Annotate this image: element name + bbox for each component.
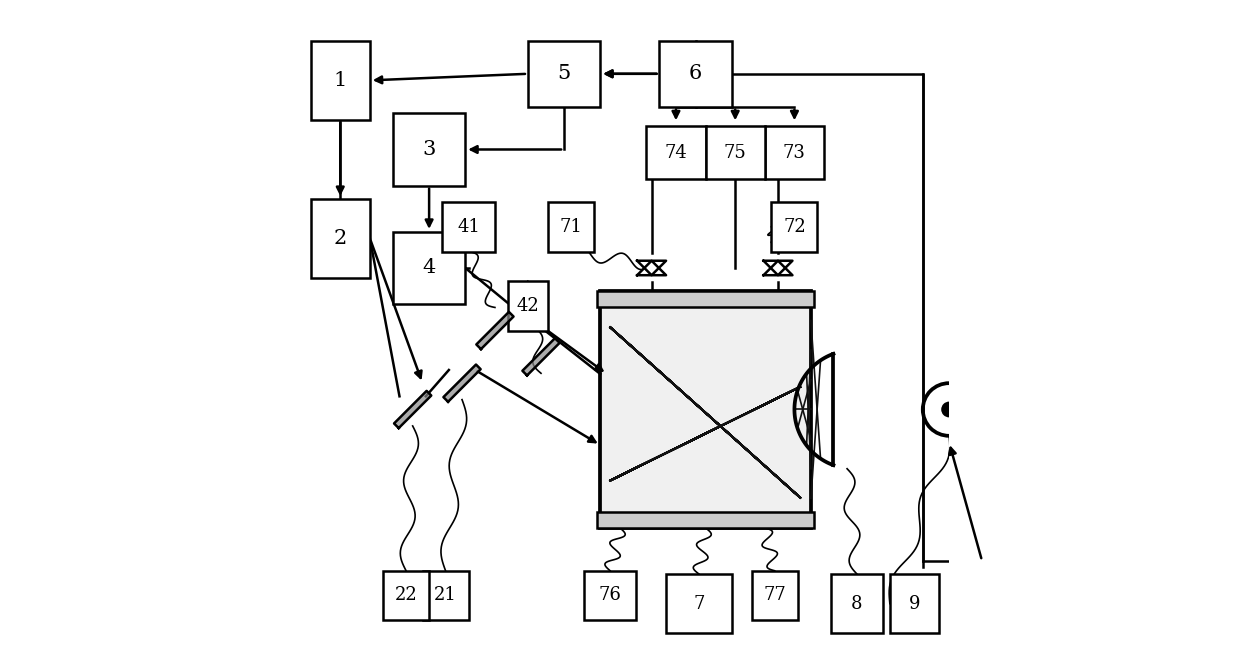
Text: 9: 9	[909, 595, 920, 613]
FancyBboxPatch shape	[423, 570, 469, 620]
Text: 21: 21	[434, 586, 458, 604]
Text: 5: 5	[558, 64, 570, 83]
Polygon shape	[637, 260, 666, 275]
FancyBboxPatch shape	[596, 291, 815, 307]
FancyBboxPatch shape	[548, 202, 594, 252]
FancyBboxPatch shape	[666, 574, 732, 633]
FancyBboxPatch shape	[311, 41, 370, 120]
Polygon shape	[394, 391, 432, 428]
FancyBboxPatch shape	[660, 41, 732, 106]
Text: 1: 1	[334, 71, 347, 90]
FancyBboxPatch shape	[393, 232, 465, 304]
FancyBboxPatch shape	[311, 199, 370, 278]
Text: 72: 72	[782, 218, 806, 236]
Text: 77: 77	[764, 586, 786, 604]
FancyBboxPatch shape	[383, 570, 429, 620]
Text: 3: 3	[423, 140, 435, 159]
FancyBboxPatch shape	[890, 574, 939, 633]
Text: 75: 75	[724, 144, 746, 162]
Text: 42: 42	[517, 297, 539, 315]
Text: 2: 2	[334, 229, 347, 248]
Text: 76: 76	[599, 586, 621, 604]
Text: 4: 4	[423, 258, 435, 278]
Text: 41: 41	[458, 218, 480, 236]
FancyBboxPatch shape	[584, 570, 636, 620]
FancyBboxPatch shape	[600, 291, 811, 528]
Text: 6: 6	[689, 64, 702, 83]
Polygon shape	[444, 364, 481, 402]
Polygon shape	[637, 260, 666, 275]
Text: 71: 71	[559, 218, 582, 236]
Text: 73: 73	[782, 144, 806, 162]
FancyBboxPatch shape	[508, 281, 548, 330]
FancyBboxPatch shape	[771, 202, 817, 252]
FancyBboxPatch shape	[831, 574, 883, 633]
Text: 8: 8	[851, 595, 863, 613]
Text: 74: 74	[665, 144, 687, 162]
FancyBboxPatch shape	[646, 126, 706, 179]
FancyBboxPatch shape	[751, 570, 797, 620]
Text: 7: 7	[693, 595, 704, 613]
Polygon shape	[522, 338, 559, 375]
Polygon shape	[764, 260, 792, 275]
FancyBboxPatch shape	[393, 113, 465, 186]
Polygon shape	[476, 312, 513, 349]
FancyBboxPatch shape	[596, 512, 815, 528]
FancyBboxPatch shape	[443, 202, 495, 252]
Polygon shape	[764, 260, 792, 275]
FancyBboxPatch shape	[528, 41, 600, 106]
FancyBboxPatch shape	[706, 126, 765, 179]
FancyBboxPatch shape	[765, 126, 825, 179]
Circle shape	[941, 402, 957, 417]
Text: 22: 22	[394, 586, 418, 604]
